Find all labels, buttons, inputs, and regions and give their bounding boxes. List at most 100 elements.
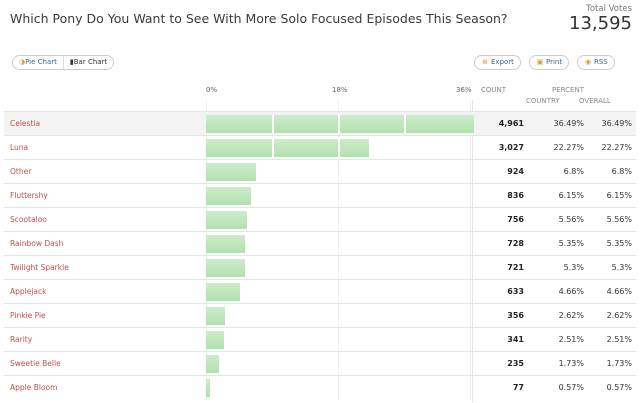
overall-percent: 36.49% bbox=[601, 119, 632, 128]
table-row[interactable]: Luna 3,027 22.27% 22.27% bbox=[4, 135, 636, 159]
total-votes-label: Total Votes bbox=[586, 4, 632, 14]
count-value: 341 bbox=[507, 335, 524, 344]
count-value: 77 bbox=[512, 383, 524, 392]
pie-chart-icon: ◑ bbox=[19, 58, 26, 66]
count-column-divider bbox=[472, 100, 473, 402]
country-percent: 0.57% bbox=[558, 383, 584, 392]
chart-type-toggle: ◑Pie Chart ▮Bar Chart bbox=[12, 55, 115, 70]
bar bbox=[206, 283, 241, 301]
overall-percent: 1.73% bbox=[606, 359, 632, 368]
category-label: Other bbox=[10, 167, 32, 176]
bar bbox=[206, 259, 245, 277]
x-gridline bbox=[470, 100, 471, 400]
count-value: 756 bbox=[507, 215, 524, 224]
bar-segment-divider bbox=[272, 115, 274, 133]
overall-percent: 4.66% bbox=[606, 287, 632, 296]
table-row[interactable]: Fluttershy 836 6.15% 6.15% bbox=[4, 183, 636, 207]
overall-percent: 0.57% bbox=[606, 383, 632, 392]
x-gridline bbox=[338, 100, 339, 400]
bar-chart-icon: ▮ bbox=[69, 58, 74, 66]
overall-percent: 2.62% bbox=[606, 311, 632, 320]
country-header: COUNTRY bbox=[526, 97, 560, 105]
table-row[interactable]: Twilight Sparkle 721 5.3% 5.3% bbox=[4, 255, 636, 279]
table-row[interactable]: Celestia 4,961 36.49% 36.49% bbox=[4, 111, 636, 135]
total-votes-value: 13,595 bbox=[569, 13, 632, 34]
category-label: Fluttershy bbox=[10, 191, 48, 200]
poll-title: Which Pony Do You Want to See With More … bbox=[10, 11, 508, 26]
overall-header: OVERALL bbox=[579, 97, 611, 105]
count-value: 356 bbox=[507, 311, 524, 320]
export-label: Export bbox=[491, 58, 514, 66]
country-percent: 6.15% bbox=[558, 191, 584, 200]
rss-button[interactable]: ◉ RSS bbox=[577, 55, 615, 70]
country-percent: 6.8% bbox=[563, 167, 584, 176]
bar bbox=[206, 187, 252, 205]
country-percent: 2.62% bbox=[558, 311, 584, 320]
count-value: 836 bbox=[507, 191, 524, 200]
bar bbox=[206, 139, 370, 157]
category-label: Apple Bloom bbox=[10, 383, 58, 392]
table-row[interactable]: Apple Bloom 77 0.57% 0.57% bbox=[4, 375, 636, 399]
count-header: COUNT bbox=[481, 86, 507, 94]
country-percent: 22.27% bbox=[553, 143, 584, 152]
count-value: 728 bbox=[507, 239, 524, 248]
category-label: Twilight Sparkle bbox=[10, 263, 69, 272]
category-label: Pinkie Pie bbox=[10, 311, 46, 320]
pie-chart-label: Pie Chart bbox=[25, 58, 57, 66]
bar bbox=[206, 307, 226, 325]
print-icon: ▣ bbox=[536, 58, 544, 66]
overall-percent: 2.51% bbox=[606, 335, 632, 344]
category-label: Sweetie Belle bbox=[10, 359, 61, 368]
bar bbox=[206, 355, 219, 373]
bar bbox=[206, 331, 225, 349]
count-value: 235 bbox=[507, 359, 524, 368]
x-tick-label: 36% bbox=[456, 86, 472, 94]
count-value: 4,961 bbox=[498, 119, 524, 128]
bar-chart-label: Bar Chart bbox=[73, 58, 108, 66]
bar-segment-divider bbox=[404, 115, 406, 133]
category-label: Rarity bbox=[10, 335, 33, 344]
count-value: 924 bbox=[507, 167, 524, 176]
country-percent: 5.3% bbox=[563, 263, 584, 272]
bar-chart-button[interactable]: ▮Bar Chart bbox=[62, 56, 113, 69]
bar-segment-divider bbox=[272, 139, 274, 157]
category-label: Luna bbox=[10, 143, 29, 152]
table-row[interactable]: Pinkie Pie 356 2.62% 2.62% bbox=[4, 303, 636, 327]
overall-percent: 5.56% bbox=[606, 215, 632, 224]
table-row[interactable]: Rainbow Dash 728 5.35% 5.35% bbox=[4, 231, 636, 255]
rss-icon: ◉ bbox=[584, 58, 592, 66]
pie-chart-button[interactable]: ◑Pie Chart bbox=[13, 56, 63, 69]
country-percent: 2.51% bbox=[558, 335, 584, 344]
bar-segment-divider bbox=[338, 115, 340, 133]
print-label: Print bbox=[546, 58, 563, 66]
country-percent: 5.56% bbox=[558, 215, 584, 224]
category-label: Celestia bbox=[10, 119, 41, 128]
country-percent: 36.49% bbox=[553, 119, 584, 128]
category-label: Applejack bbox=[10, 287, 47, 296]
table-row[interactable]: Applejack 633 4.66% 4.66% bbox=[4, 279, 636, 303]
table-row[interactable]: Rarity 341 2.51% 2.51% bbox=[4, 327, 636, 351]
count-value: 3,027 bbox=[498, 143, 524, 152]
print-button[interactable]: ▣ Print bbox=[529, 55, 570, 70]
country-percent: 4.66% bbox=[558, 287, 584, 296]
table-row[interactable]: Scootaloo 756 5.56% 5.56% bbox=[4, 207, 636, 231]
table-row[interactable]: Sweetie Belle 235 1.73% 1.73% bbox=[4, 351, 636, 375]
category-label: Rainbow Dash bbox=[10, 239, 64, 248]
category-label: Scootaloo bbox=[10, 215, 47, 224]
count-value: 721 bbox=[507, 263, 524, 272]
export-button[interactable]: ⊕ Export bbox=[474, 55, 521, 70]
x-tick-label: 0% bbox=[206, 86, 218, 94]
overall-percent: 6.15% bbox=[606, 191, 632, 200]
country-percent: 1.73% bbox=[558, 359, 584, 368]
bar bbox=[206, 379, 211, 397]
x-tick-label: 18% bbox=[332, 86, 348, 94]
rss-label: RSS bbox=[594, 58, 608, 66]
overall-percent: 5.35% bbox=[606, 239, 632, 248]
bar bbox=[206, 235, 246, 253]
table-row[interactable]: Other 924 6.8% 6.8% bbox=[4, 159, 636, 183]
overall-percent: 22.27% bbox=[601, 143, 632, 152]
count-value: 633 bbox=[507, 287, 524, 296]
bar bbox=[206, 211, 247, 229]
bar bbox=[206, 163, 256, 181]
total-votes: Total Votes 13,595 bbox=[569, 4, 632, 34]
